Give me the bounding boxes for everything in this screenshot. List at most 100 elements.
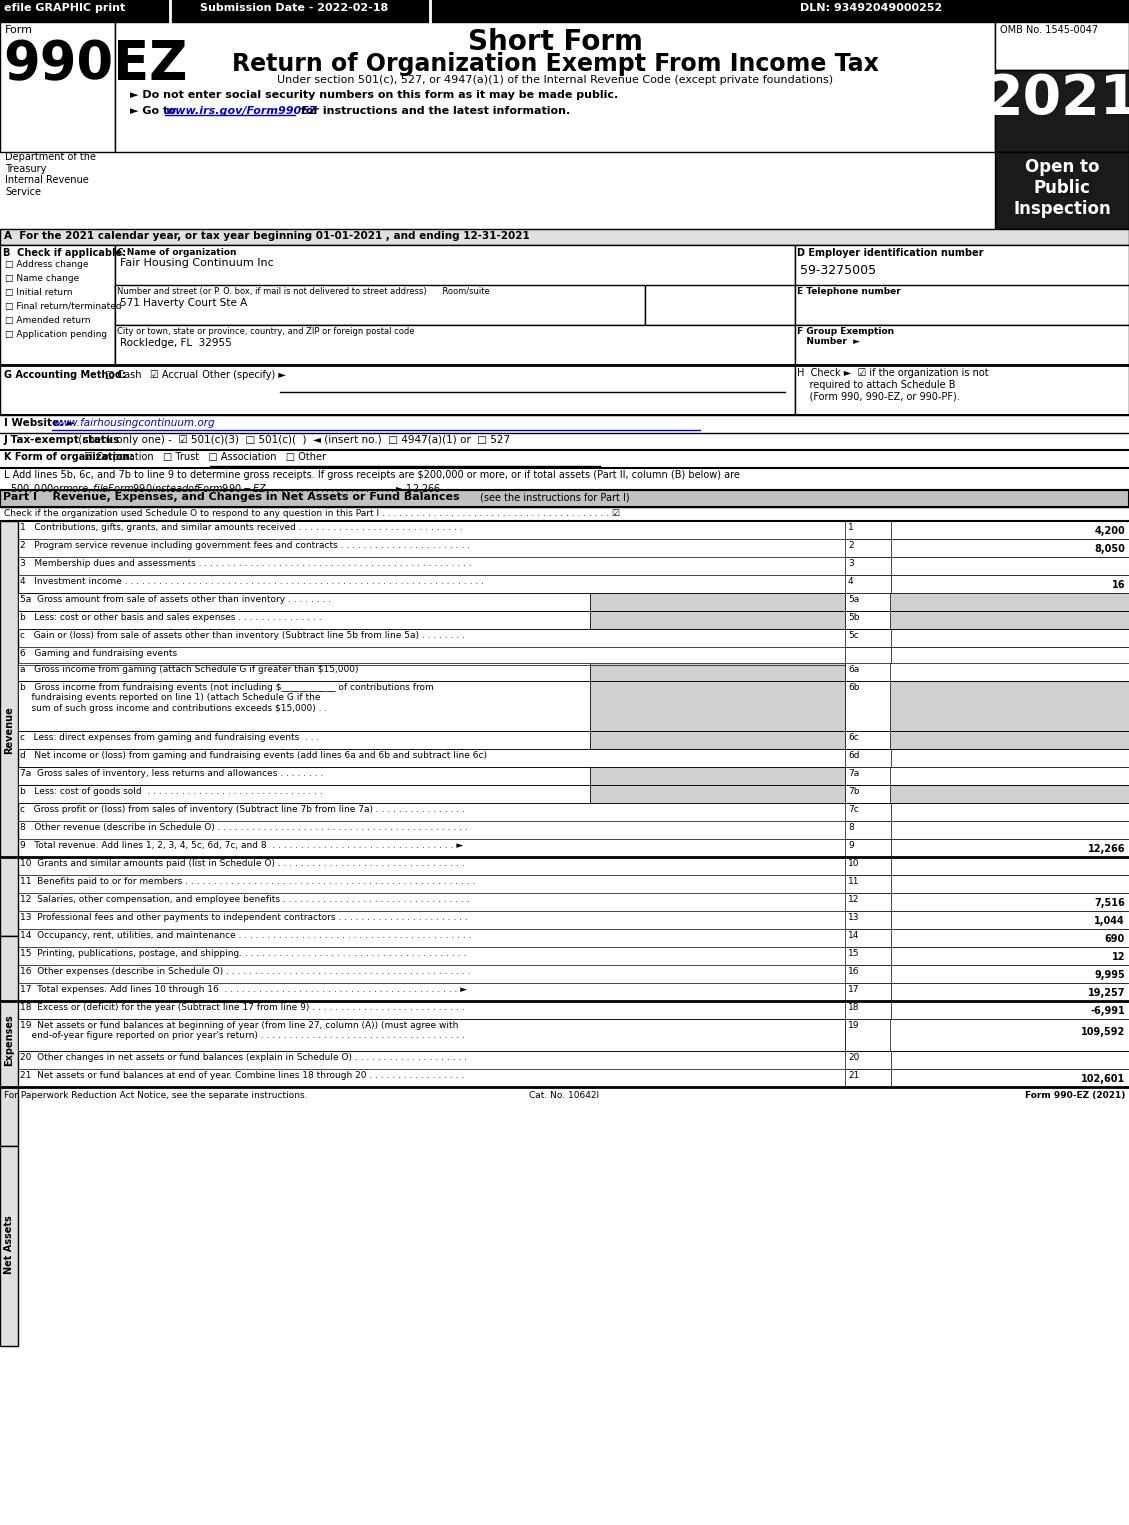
- Text: 16: 16: [1111, 580, 1124, 590]
- Bar: [18, 663, 590, 682]
- Text: for instructions and the latest information.: for instructions and the latest informat…: [297, 107, 570, 116]
- Text: Department of the
Treasury
Internal Revenue
Service: Department of the Treasury Internal Reve…: [5, 152, 96, 197]
- Bar: [844, 929, 891, 947]
- Bar: [0, 21, 115, 152]
- Bar: [890, 682, 1129, 730]
- Text: 6c: 6c: [848, 734, 859, 743]
- Text: Open to
Public
Inspection: Open to Public Inspection: [1013, 159, 1111, 218]
- Bar: [0, 936, 18, 1145]
- Text: 2   Program service revenue including government fees and contracts . . . . . . : 2 Program service revenue including gove…: [20, 541, 470, 551]
- Bar: [18, 612, 590, 628]
- Bar: [844, 663, 891, 682]
- Bar: [590, 612, 844, 628]
- Text: □ Initial return: □ Initial return: [5, 288, 72, 297]
- Bar: [795, 246, 1129, 364]
- Bar: [844, 820, 891, 839]
- Text: 3: 3: [848, 560, 854, 567]
- Text: 1   Contributions, gifts, grants, and similar amounts received . . . . . . . . .: 1 Contributions, gifts, grants, and simi…: [20, 523, 463, 532]
- Bar: [844, 682, 891, 730]
- Bar: [890, 804, 1129, 820]
- Text: OMB No. 1545-0047: OMB No. 1545-0047: [1000, 24, 1099, 35]
- Text: -6,991: -6,991: [1091, 1006, 1124, 1016]
- Text: I Website: ►: I Website: ►: [5, 418, 75, 429]
- Bar: [844, 612, 891, 628]
- Text: d   Net income or (loss) from gaming and fundraising events (add lines 6a and 6b: d Net income or (loss) from gaming and f…: [20, 750, 487, 759]
- Text: 12: 12: [1111, 952, 1124, 962]
- Bar: [795, 364, 1129, 415]
- Bar: [890, 628, 1129, 647]
- Text: 19: 19: [848, 1022, 859, 1029]
- Bar: [890, 522, 1129, 538]
- Text: Expenses: Expenses: [5, 1014, 14, 1066]
- Bar: [0, 490, 1129, 506]
- Bar: [0, 522, 18, 936]
- Bar: [590, 663, 844, 682]
- Bar: [645, 285, 795, 325]
- Text: □ Name change: □ Name change: [5, 274, 79, 284]
- Text: ► Do not enter social security numbers on this form as it may be made public.: ► Do not enter social security numbers o…: [130, 90, 619, 101]
- Text: efile GRAPHIC print: efile GRAPHIC print: [5, 3, 125, 14]
- Text: 20: 20: [848, 1052, 859, 1061]
- Text: c   Less: direct expenses from gaming and fundraising events  . . .: c Less: direct expenses from gaming and …: [20, 734, 320, 743]
- Text: 59-3275005: 59-3275005: [800, 264, 876, 278]
- Text: B  Check if applicable:: B Check if applicable:: [3, 249, 126, 258]
- Bar: [18, 593, 590, 612]
- Bar: [18, 1019, 844, 1051]
- Bar: [844, 1019, 891, 1051]
- Bar: [18, 785, 590, 804]
- Bar: [844, 749, 891, 767]
- Bar: [890, 767, 1129, 785]
- Bar: [590, 593, 844, 612]
- Text: 5b: 5b: [848, 613, 859, 622]
- Bar: [18, 767, 590, 785]
- Bar: [0, 229, 1129, 246]
- Bar: [844, 628, 891, 647]
- Bar: [844, 965, 891, 984]
- Bar: [844, 557, 891, 575]
- Text: 6   Gaming and fundraising events: 6 Gaming and fundraising events: [20, 650, 177, 657]
- Text: c   Gross profit or (loss) from sales of inventory (Subtract line 7b from line 7: c Gross profit or (loss) from sales of i…: [20, 805, 465, 814]
- Bar: [590, 730, 844, 749]
- Bar: [0, 0, 1129, 21]
- Text: 16: 16: [848, 967, 859, 976]
- Text: K Form of organization:: K Form of organization:: [5, 451, 133, 462]
- Text: □ Final return/terminated: □ Final return/terminated: [5, 302, 122, 311]
- Text: Form: Form: [5, 24, 33, 35]
- Text: 3   Membership dues and assessments . . . . . . . . . . . . . . . . . . . . . . : 3 Membership dues and assessments . . . …: [20, 560, 472, 567]
- Text: 14  Occupancy, rent, utilities, and maintenance . . . . . . . . . . . . . . . . : 14 Occupancy, rent, utilities, and maint…: [20, 930, 472, 939]
- Bar: [844, 730, 891, 749]
- Bar: [890, 820, 1129, 839]
- Bar: [795, 285, 1129, 325]
- Text: L Add lines 5b, 6c, and 7b to line 9 to determine gross receipts. If gross recei: L Add lines 5b, 6c, and 7b to line 9 to …: [5, 470, 739, 496]
- Text: ► Go to: ► Go to: [130, 107, 180, 116]
- Bar: [890, 929, 1129, 947]
- Bar: [844, 647, 891, 665]
- Bar: [844, 1051, 891, 1069]
- Text: Check if the organization used Schedule O to respond to any question in this Par: Check if the organization used Schedule …: [5, 509, 620, 518]
- Text: ☑ Corporation   □ Trust   □ Association   □ Other: ☑ Corporation □ Trust □ Association □ Ot…: [78, 451, 326, 462]
- Bar: [844, 767, 891, 785]
- Bar: [890, 575, 1129, 593]
- Text: 9: 9: [848, 840, 854, 849]
- Text: c   Gain or (loss) from sale of assets other than inventory (Subtract line 5b fr: c Gain or (loss) from sale of assets oth…: [20, 631, 465, 640]
- Text: Return of Organization Exempt From Income Tax: Return of Organization Exempt From Incom…: [231, 52, 878, 76]
- Text: Rockledge, FL  32955: Rockledge, FL 32955: [120, 339, 231, 348]
- Text: 9,995: 9,995: [1094, 970, 1124, 981]
- Text: 12,266: 12,266: [1087, 843, 1124, 854]
- Text: 5a: 5a: [848, 595, 859, 604]
- Text: 15: 15: [848, 949, 859, 958]
- Text: 15  Printing, publications, postage, and shipping. . . . . . . . . . . . . . . .: 15 Printing, publications, postage, and …: [20, 949, 466, 958]
- Text: ☑ Accrual: ☑ Accrual: [150, 371, 198, 380]
- Text: 5c: 5c: [848, 631, 859, 640]
- Text: 8: 8: [848, 824, 854, 833]
- Bar: [890, 1069, 1129, 1087]
- Bar: [890, 947, 1129, 965]
- Text: F Group Exemption
   Number  ►: F Group Exemption Number ►: [797, 326, 894, 346]
- Text: DLN: 93492049000252: DLN: 93492049000252: [800, 3, 943, 14]
- Text: 6a: 6a: [848, 665, 859, 674]
- Bar: [995, 21, 1129, 70]
- Text: 13  Professional fees and other payments to independent contractors . . . . . . : 13 Professional fees and other payments …: [20, 913, 467, 923]
- Text: C Name of organization: C Name of organization: [117, 249, 236, 258]
- Text: b   Gross income from fundraising events (not including $____________ of contrib: b Gross income from fundraising events (…: [20, 683, 434, 712]
- Bar: [890, 875, 1129, 894]
